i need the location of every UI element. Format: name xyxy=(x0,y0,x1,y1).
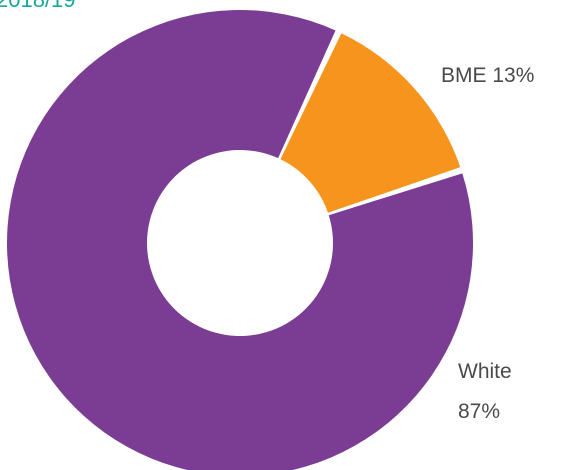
label-white-line-2: 87% xyxy=(458,400,500,423)
slice-bme xyxy=(280,33,461,213)
slice-white xyxy=(7,10,473,470)
label-white-line-1: White xyxy=(458,360,512,383)
label-bme-line-1: BME 13% xyxy=(441,64,534,87)
cropped-title-fragment: 2018/19 xyxy=(0,0,76,12)
slice-labels: BME 13% White 87% xyxy=(441,64,534,423)
donut-slices xyxy=(7,10,473,470)
